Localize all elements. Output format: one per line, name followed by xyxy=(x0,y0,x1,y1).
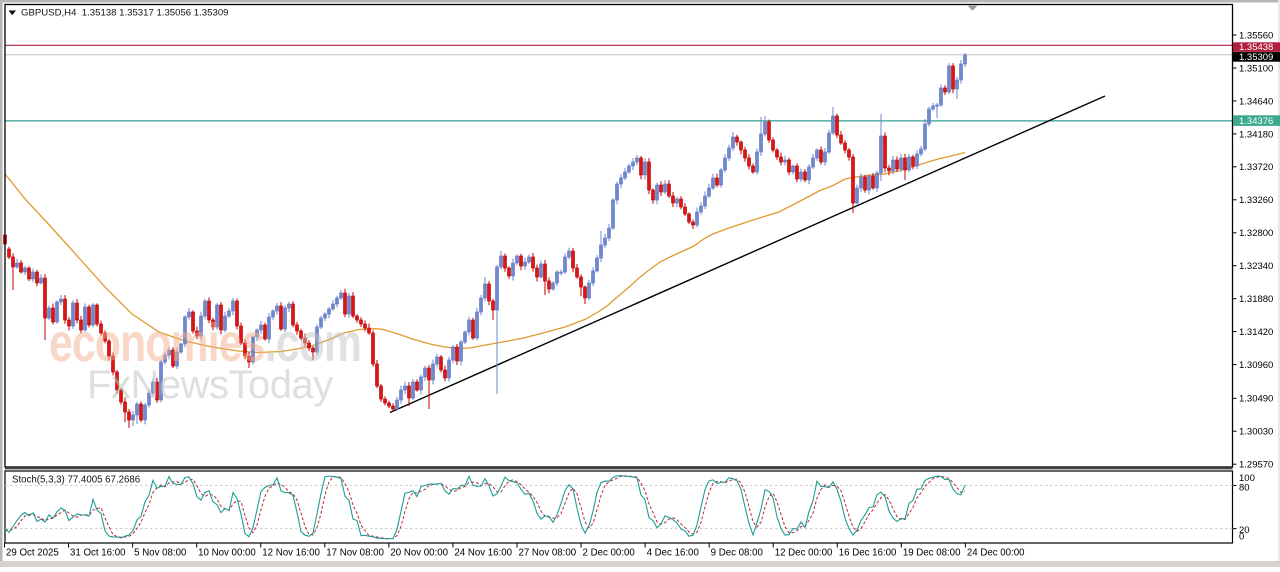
svg-text:1.34180: 1.34180 xyxy=(1239,129,1273,140)
svg-text:1.35438: 1.35438 xyxy=(1239,42,1273,53)
svg-text:1.30490: 1.30490 xyxy=(1239,394,1273,405)
svg-text:GBPUSD,H4 1.35138 1.35317 1.3: GBPUSD,H4 1.35138 1.35317 1.35056 1.3530… xyxy=(21,8,229,19)
svg-text:1.34640: 1.34640 xyxy=(1239,96,1273,107)
svg-text:20 Nov 00:00: 20 Nov 00:00 xyxy=(390,548,448,559)
svg-text:1.31880: 1.31880 xyxy=(1239,294,1273,305)
svg-text:economies.com: economies.com xyxy=(49,313,361,373)
svg-text:12 Dec 00:00: 12 Dec 00:00 xyxy=(775,548,833,559)
svg-text:27 Nov 08:00: 27 Nov 08:00 xyxy=(518,548,576,559)
svg-text:1.32340: 1.32340 xyxy=(1239,261,1273,272)
svg-text:1.35560: 1.35560 xyxy=(1239,30,1273,41)
svg-text:5 Nov 08:00: 5 Nov 08:00 xyxy=(134,548,187,559)
svg-text:1.35100: 1.35100 xyxy=(1239,63,1273,74)
svg-text:19 Dec 08:00: 19 Dec 08:00 xyxy=(903,548,961,559)
svg-text:80: 80 xyxy=(1239,482,1250,493)
svg-text:12 Nov 16:00: 12 Nov 16:00 xyxy=(262,548,320,559)
svg-text:FxNewsToday: FxNewsToday xyxy=(87,363,333,407)
svg-text:100: 100 xyxy=(1239,473,1255,484)
svg-text:2 Dec 00:00: 2 Dec 00:00 xyxy=(583,548,636,559)
svg-text:31 Oct 16:00: 31 Oct 16:00 xyxy=(70,548,126,559)
svg-text:9 Dec 08:00: 9 Dec 08:00 xyxy=(711,548,764,559)
svg-text:1.30960: 1.30960 xyxy=(1239,360,1273,371)
svg-text:1.30030: 1.30030 xyxy=(1239,427,1273,438)
svg-text:17 Nov 08:00: 17 Nov 08:00 xyxy=(326,548,384,559)
svg-text:1.32800: 1.32800 xyxy=(1239,228,1273,239)
svg-text:1.34376: 1.34376 xyxy=(1239,116,1273,127)
svg-text:4 Dec 16:00: 4 Dec 16:00 xyxy=(647,548,700,559)
svg-text:1.31420: 1.31420 xyxy=(1239,327,1273,338)
svg-text:16 Dec 16:00: 16 Dec 16:00 xyxy=(839,548,897,559)
svg-text:10 Nov 00:00: 10 Nov 00:00 xyxy=(198,548,256,559)
svg-text:1.29570: 1.29570 xyxy=(1239,460,1273,471)
svg-text:29 Oct 2025: 29 Oct 2025 xyxy=(6,548,59,559)
svg-text:1.33260: 1.33260 xyxy=(1239,195,1273,206)
svg-text:0: 0 xyxy=(1239,532,1244,543)
svg-text:Stoch(5,3,3) 77.4005 67.2686: Stoch(5,3,3) 77.4005 67.2686 xyxy=(12,475,140,486)
svg-text:1.33720: 1.33720 xyxy=(1239,162,1273,173)
svg-text:24 Dec 00:00: 24 Dec 00:00 xyxy=(967,548,1025,559)
svg-text:1.35309: 1.35309 xyxy=(1239,52,1273,63)
svg-text:20: 20 xyxy=(1239,525,1250,536)
svg-text:24 Nov 16:00: 24 Nov 16:00 xyxy=(454,548,512,559)
